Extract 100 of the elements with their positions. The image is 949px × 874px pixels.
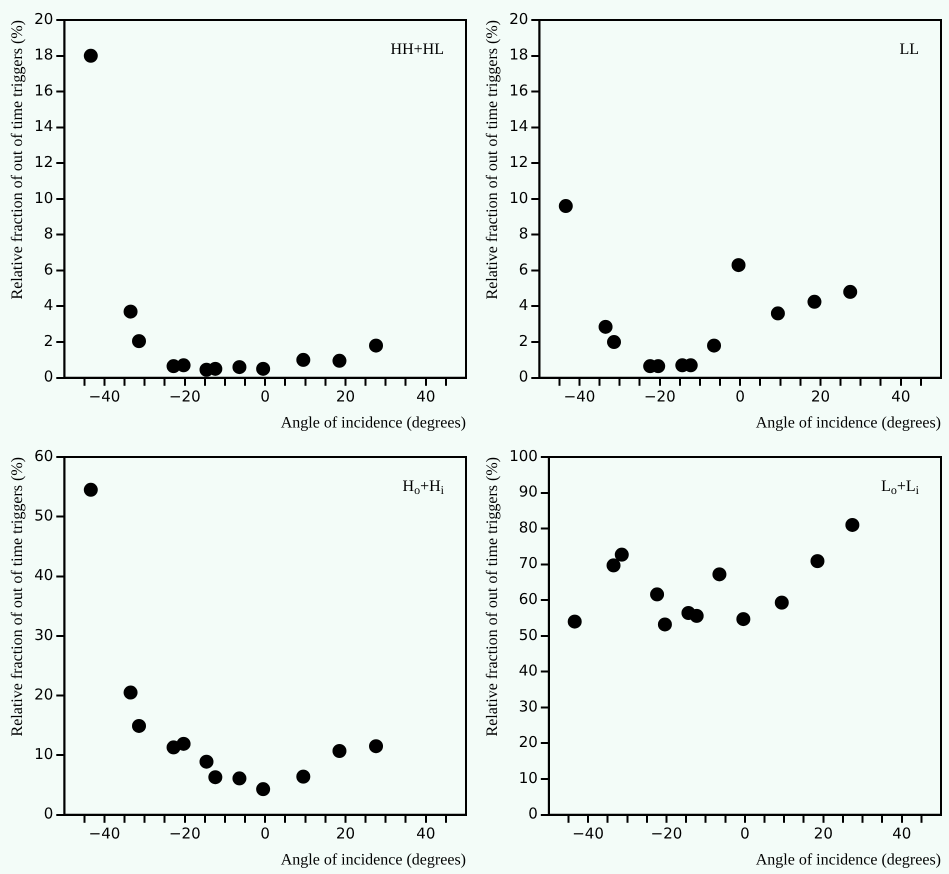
point bbox=[807, 294, 822, 309]
y-tick-label: 60 bbox=[518, 590, 538, 608]
point bbox=[296, 770, 310, 784]
point bbox=[84, 48, 98, 63]
y-tick-label: 90 bbox=[518, 482, 538, 501]
y-tick-label: 18 bbox=[34, 46, 54, 64]
y-tick-label: 10 bbox=[509, 188, 528, 207]
x-axis-title: Angle of incidence (degrees) bbox=[756, 852, 941, 869]
y-tick-label: 12 bbox=[509, 153, 528, 172]
point bbox=[568, 614, 582, 629]
y-tick-label: 6 bbox=[44, 260, 54, 278]
y-tick-label: 2 bbox=[518, 332, 528, 350]
point bbox=[84, 482, 98, 497]
y-tick-label: 14 bbox=[34, 117, 54, 136]
point bbox=[606, 558, 621, 572]
x-tick-label: 0 bbox=[735, 388, 745, 406]
point bbox=[296, 352, 310, 367]
x-axis-title: Angle of incidence (degrees) bbox=[280, 852, 466, 869]
point bbox=[124, 686, 138, 700]
y-tick-label: 8 bbox=[518, 224, 528, 243]
point bbox=[132, 718, 146, 733]
y-tick-label: 100 bbox=[509, 446, 538, 465]
x-tick-label: −20 bbox=[650, 824, 682, 843]
point bbox=[707, 338, 722, 353]
y-tick-label: 10 bbox=[34, 745, 54, 764]
point bbox=[732, 258, 746, 272]
y-tick-label: 60 bbox=[34, 446, 54, 465]
y-tick-label: 6 bbox=[518, 260, 528, 278]
point bbox=[332, 354, 346, 368]
point bbox=[256, 362, 270, 376]
y-tick-label: 16 bbox=[509, 81, 528, 100]
point bbox=[369, 338, 384, 353]
y-tick-label: 0 bbox=[44, 804, 54, 823]
y-tick-label: 50 bbox=[34, 506, 54, 525]
point bbox=[208, 362, 222, 376]
y-tick-label: 10 bbox=[34, 188, 54, 207]
x-axis-title: Angle of incidence (degrees) bbox=[756, 414, 941, 432]
y-tick-label: 16 bbox=[34, 81, 54, 100]
y-tick-label: 20 bbox=[518, 733, 538, 752]
y-tick-label: 80 bbox=[518, 518, 538, 536]
point bbox=[369, 739, 384, 754]
point bbox=[770, 306, 785, 320]
point bbox=[690, 608, 704, 623]
x-tick-label: −20 bbox=[168, 824, 201, 843]
point bbox=[845, 518, 860, 532]
x-tick-label: 40 bbox=[416, 388, 436, 406]
x-tick-label: 20 bbox=[336, 824, 356, 843]
y-tick-label: 20 bbox=[34, 685, 54, 704]
x-tick-label: −40 bbox=[572, 824, 604, 843]
point bbox=[332, 744, 346, 758]
point bbox=[256, 782, 270, 796]
annotation: HH+HL bbox=[390, 41, 444, 58]
x-tick-label: −40 bbox=[564, 388, 596, 406]
y-tick-label: 4 bbox=[518, 296, 528, 314]
y-tick-label: 10 bbox=[518, 768, 538, 787]
y-tick-label: 20 bbox=[509, 10, 528, 28]
point bbox=[614, 548, 629, 562]
x-tick-label: −40 bbox=[88, 824, 120, 843]
point bbox=[176, 358, 191, 372]
x-tick-label: 0 bbox=[260, 388, 270, 406]
y-tick-label: 40 bbox=[518, 662, 538, 680]
y-axis-title: Relative fraction of out of time triggers (%) bbox=[8, 20, 26, 300]
y-tick-label: 14 bbox=[509, 117, 528, 136]
point bbox=[607, 335, 622, 350]
x-tick-label: 40 bbox=[416, 824, 436, 843]
point bbox=[199, 754, 214, 769]
point bbox=[232, 360, 246, 374]
point bbox=[208, 770, 222, 784]
y-tick-label: 18 bbox=[509, 46, 528, 64]
y-tick-label: 50 bbox=[518, 626, 538, 644]
y-tick-label: 12 bbox=[34, 153, 54, 172]
y-tick-label: 30 bbox=[518, 697, 538, 716]
point bbox=[176, 736, 191, 751]
point bbox=[774, 596, 789, 610]
y-tick-label: 0 bbox=[528, 804, 538, 823]
point bbox=[558, 199, 573, 214]
y-axis-title: Relative fraction of out of time triggers (%) bbox=[8, 457, 26, 736]
point bbox=[712, 567, 726, 582]
x-tick-label: 0 bbox=[740, 824, 750, 843]
y-tick-label: 0 bbox=[518, 368, 528, 386]
point bbox=[132, 334, 146, 348]
point bbox=[843, 284, 858, 299]
point bbox=[650, 587, 664, 602]
x-tick-label: 20 bbox=[810, 388, 830, 406]
y-tick-label: 70 bbox=[518, 554, 538, 572]
y-tick-label: 40 bbox=[34, 566, 54, 584]
y-tick-label: 30 bbox=[34, 626, 54, 644]
y-tick-label: 4 bbox=[44, 296, 54, 314]
point bbox=[658, 617, 672, 632]
point bbox=[232, 771, 246, 786]
x-tick-label: −20 bbox=[168, 388, 201, 406]
annotation: LL bbox=[899, 41, 919, 58]
x-tick-label: 20 bbox=[336, 388, 356, 406]
x-tick-label: 20 bbox=[814, 824, 833, 843]
x-tick-label: 40 bbox=[891, 388, 910, 406]
y-axis-title: Relative fraction of out of time triggers (%) bbox=[484, 20, 501, 300]
point bbox=[124, 304, 138, 319]
y-tick-label: 2 bbox=[44, 332, 54, 350]
y-tick-label: 0 bbox=[44, 368, 54, 386]
point bbox=[736, 612, 750, 626]
